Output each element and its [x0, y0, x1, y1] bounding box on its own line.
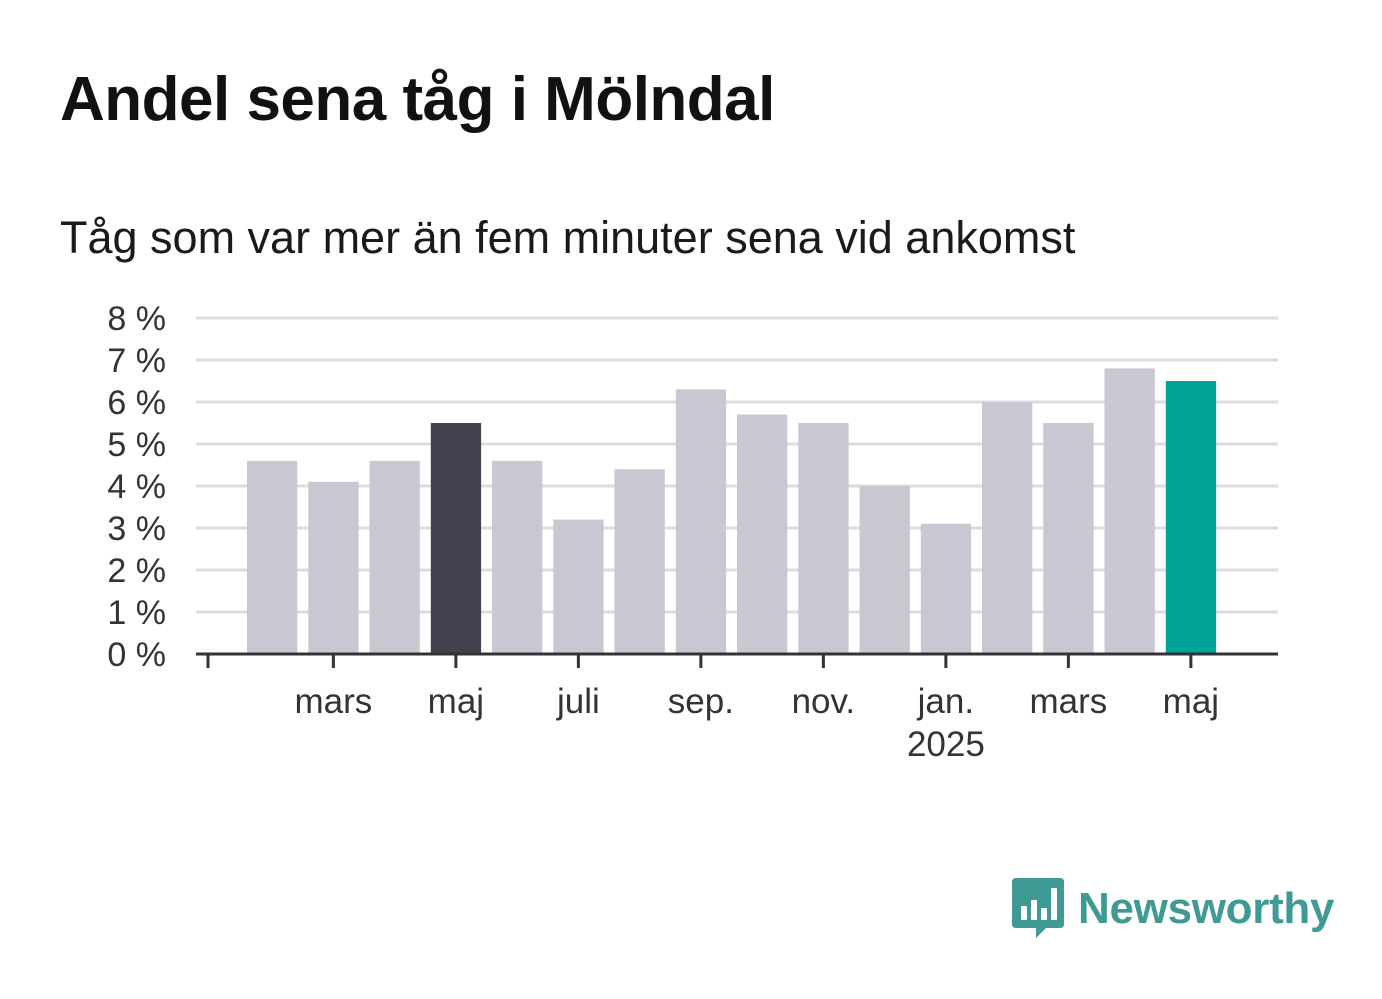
- brand-name: Newsworthy: [1078, 884, 1335, 933]
- bar: [614, 469, 665, 654]
- bar: [430, 423, 482, 654]
- y-tick-label: 1 %: [107, 594, 166, 632]
- y-tick-label: 5 %: [107, 426, 166, 464]
- x-tick-label: jan. 2025: [907, 682, 985, 764]
- chart-title: Andel sena tåg i Mölndal: [60, 65, 775, 134]
- x-tick-label: maj: [428, 682, 484, 721]
- bar: [1104, 368, 1155, 654]
- x-tick-label: mars: [294, 682, 372, 721]
- bar: [859, 486, 910, 654]
- chart-subtitle: Tåg som var mer än fem minuter sena vid …: [60, 212, 1076, 263]
- bar: [369, 460, 420, 654]
- bar: [553, 519, 604, 654]
- y-tick-label: 3 %: [107, 510, 166, 548]
- y-axis: 0 % 1 % 2 % 3 % 4 % 5 % 6 % 7 % 8 %: [107, 300, 166, 674]
- bar: [737, 414, 788, 654]
- bar: [308, 481, 359, 654]
- newsworthy-logo: Newsworthy: [1012, 878, 1334, 940]
- x-axis: mars maj juli sep. nov. jan. 2025 mars maj: [196, 652, 1278, 764]
- bar: [798, 423, 849, 654]
- x-tick-label: mars: [1029, 682, 1107, 721]
- bar: [675, 389, 727, 654]
- y-tick-label: 7 %: [107, 342, 166, 380]
- bar-chart-speech-bubble-icon: [1012, 878, 1064, 938]
- y-tick-label: 8 %: [107, 300, 166, 338]
- bar: [920, 523, 972, 654]
- bar: [492, 460, 543, 654]
- bar: [1165, 381, 1217, 654]
- y-tick-label: 2 %: [107, 552, 166, 590]
- x-tick-label: juli: [556, 682, 600, 721]
- bars: [247, 368, 1217, 654]
- y-tick-label: 4 %: [107, 468, 166, 506]
- y-tick-label: 0 %: [107, 636, 166, 674]
- y-tick-label: 6 %: [107, 384, 166, 422]
- bar: [247, 460, 298, 654]
- bar: [1043, 423, 1094, 654]
- x-tick-label: sep.: [668, 682, 734, 721]
- bar: [982, 402, 1033, 654]
- x-tick-label: nov.: [792, 682, 856, 721]
- x-tick-label: maj: [1163, 682, 1219, 721]
